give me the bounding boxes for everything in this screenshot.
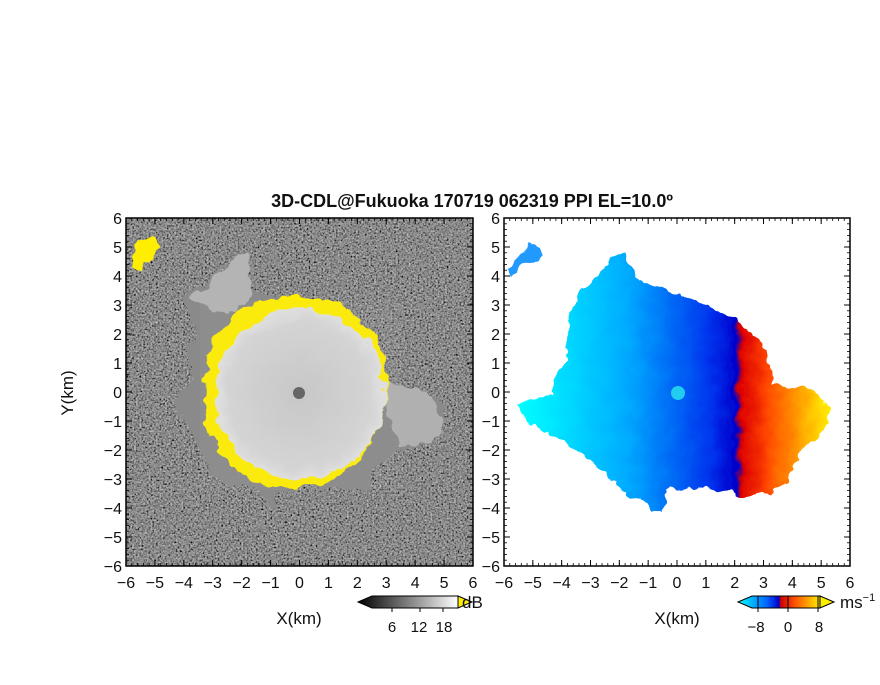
snr-y-tick-label: 2 <box>113 327 122 344</box>
velocity-y-tick-label: 0 <box>491 385 500 402</box>
velocity-x-tick-label: −3 <box>581 575 599 592</box>
snr-y-axis-label: Y(km) <box>58 370 77 415</box>
velocity-colorbar-tick: −8 <box>747 619 764 636</box>
velocity-x-tick-label: −2 <box>610 575 628 592</box>
snr-panel <box>125 217 474 567</box>
velocity-x-tick-label: 3 <box>759 575 768 592</box>
snr-x-tick-label: −2 <box>233 575 251 592</box>
snr-y-tick-label: 3 <box>113 298 122 315</box>
velocity-panel <box>503 217 851 567</box>
velocity-y-tick-label: 2 <box>491 327 500 344</box>
snr-y-tick-label: −3 <box>104 472 122 489</box>
snr-x-axis-label: X(km) <box>276 609 321 628</box>
velocity-y-tick-label: −4 <box>482 501 500 518</box>
snr-y-tick-label: −4 <box>104 501 122 518</box>
snr-x-tick-label: 5 <box>440 575 449 592</box>
velocity-x-tick-label: 6 <box>846 575 855 592</box>
velocity-x-tick-label: 0 <box>673 575 682 592</box>
velocity-y-tick-label: 5 <box>491 240 500 257</box>
snr-echo <box>132 238 446 510</box>
velocity-x-tick-label: 2 <box>730 575 739 592</box>
snr-x-tick-label: −4 <box>175 575 193 592</box>
velocity-y-tick-label: 3 <box>491 298 500 315</box>
snr-x-tick-label: 4 <box>411 575 420 592</box>
velocity-y-tick-label: −1 <box>482 414 500 431</box>
snr-y-tick-label: −6 <box>104 559 122 576</box>
snr-x-tick-label: −1 <box>261 575 279 592</box>
snr-y-tick-label: 4 <box>113 269 122 286</box>
velocity-x-tick-label: 1 <box>701 575 710 592</box>
snr-y-tick-label: −5 <box>104 530 122 547</box>
snr-y-tick-label: 1 <box>113 356 122 373</box>
snr-y-tick-label: 5 <box>113 240 122 257</box>
velocity-y-tick-label: −3 <box>482 472 500 489</box>
snr-x-tick-label: 3 <box>382 575 391 592</box>
velocity-x-tick-label: −4 <box>553 575 571 592</box>
snr-axes: −6 −5 −4 −3 −2 −1 0 1 2 3 4 5 6 −6 −5 −4 −3 −2 −1 0 1 2 3 4 5 6 <box>104 211 478 592</box>
snr-colorbar-tick: 18 <box>436 619 453 636</box>
figure-title: 3D-CDL@Fukuoka 170719 062319 PPI EL=10.0… <box>271 191 673 211</box>
velocity-colorbar-tick: 8 <box>815 619 823 636</box>
snr-x-tick-label: 0 <box>295 575 304 592</box>
velocity-x-axis-label: X(km) <box>654 609 699 628</box>
snr-x-tick-label: −3 <box>204 575 222 592</box>
velocity-y-tick-label: −6 <box>482 559 500 576</box>
snr-colorbar-tick: 6 <box>388 619 396 636</box>
snr-colorbar: 6 12 18 dB <box>356 593 483 636</box>
snr-y-tick-label: −2 <box>104 443 122 460</box>
velocity-x-tick-label: −6 <box>495 575 513 592</box>
velocity-y-tick-label: 1 <box>491 356 500 373</box>
snr-x-tick-label: 2 <box>353 575 362 592</box>
velocity-echo <box>506 244 828 512</box>
snr-colorbar-unit: dB <box>462 593 483 612</box>
snr-y-tick-label: 6 <box>113 211 122 228</box>
snr-y-tick-label: 0 <box>113 385 122 402</box>
snr-x-tick-label: 6 <box>469 575 478 592</box>
velocity-colorbar: −8 0 8 ms−1 <box>736 592 875 636</box>
velocity-x-tick-label: −5 <box>524 575 542 592</box>
velocity-x-tick-label: 5 <box>817 575 826 592</box>
snr-y-tick-label: −1 <box>104 414 122 431</box>
velocity-x-tick-label: −1 <box>639 575 657 592</box>
velocity-y-tick-label: −2 <box>482 443 500 460</box>
velocity-colorbar-unit: ms−1 <box>840 592 875 612</box>
velocity-y-tick-label: −5 <box>482 530 500 547</box>
snr-x-tick-label: −5 <box>146 575 164 592</box>
snr-x-tick-label: −6 <box>117 575 135 592</box>
snr-colorbar-tick: 12 <box>411 619 428 636</box>
radar-site-marker <box>293 387 305 399</box>
snr-x-tick-label: 1 <box>324 575 333 592</box>
velocity-y-tick-label: 4 <box>491 269 500 286</box>
velocity-center-marker <box>671 386 685 400</box>
velocity-colorbar-tick: 0 <box>784 619 792 636</box>
velocity-y-tick-label: 6 <box>491 211 500 228</box>
velocity-x-tick-label: 4 <box>788 575 797 592</box>
velocity-axes: −6 −5 −4 −3 −2 −1 0 1 2 3 4 5 6 −6 −5 −4 −3 −2 −1 0 1 2 3 4 5 6 <box>482 211 855 592</box>
